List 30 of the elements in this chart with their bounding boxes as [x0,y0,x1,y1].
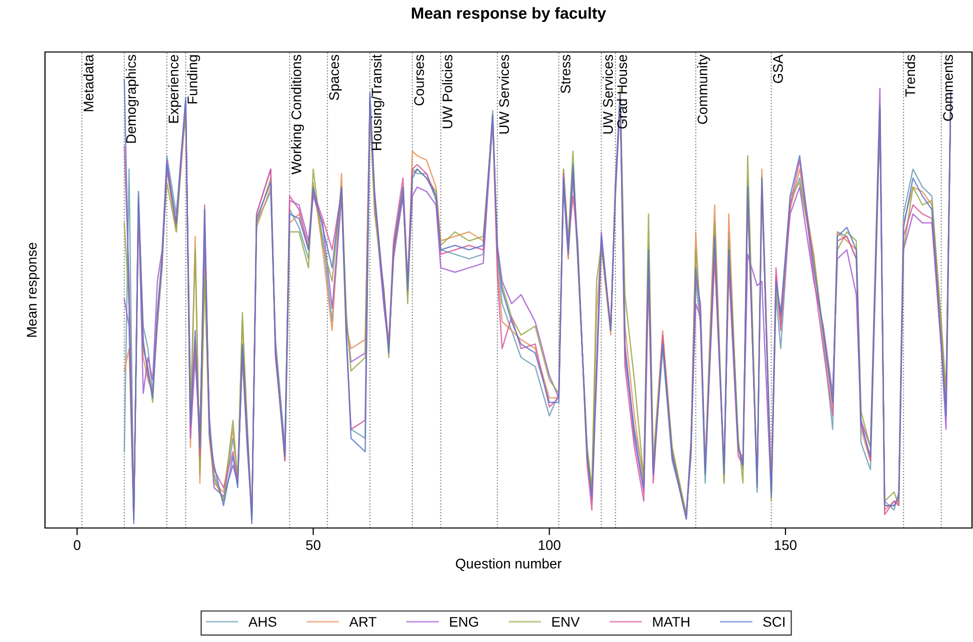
ref-line-label: Experience [168,54,182,123]
ref-line-label: GSA [773,54,783,84]
ref-line-label: Comments [943,54,953,121]
ref-line-label: Demographics [126,54,139,143]
legend-label: AHS [248,616,276,627]
ref-line-label: Housing/Transit [371,54,384,150]
ref-line-label: Courses [414,54,424,106]
x-tick-label: 100 [538,540,560,550]
ref-line-label: UW Policies [442,54,452,128]
ref-line-label: Community [697,54,710,124]
legend-label: ENV [552,617,580,627]
ref-line-label: UW Services [602,54,613,134]
ref-line-label: Grad House [616,54,628,129]
ref-line-label: Metadata [83,54,94,112]
legend-label: MATH [653,617,690,627]
x-tick-label: 50 [306,540,320,550]
ref-line-label: Trends [904,54,916,97]
legend-label: SCI [763,616,784,627]
y-axis-title: Mean response [27,242,40,337]
ref-line-label: Working Conditions [291,54,304,174]
legend-label: ENG [450,616,478,627]
ref-line-label: Spaces [329,54,342,100]
ref-line-label: Funding [187,55,200,104]
ref-line-label: Stress [560,54,570,94]
x-axis-title: Question number [456,558,562,571]
chart-title: Mean response by faculty [412,7,606,22]
ref-line-label: UW Services [498,54,510,134]
x-tick-label: 0 [74,540,80,550]
x-tick-label: 150 [774,540,797,550]
legend-label: ART [349,617,376,627]
